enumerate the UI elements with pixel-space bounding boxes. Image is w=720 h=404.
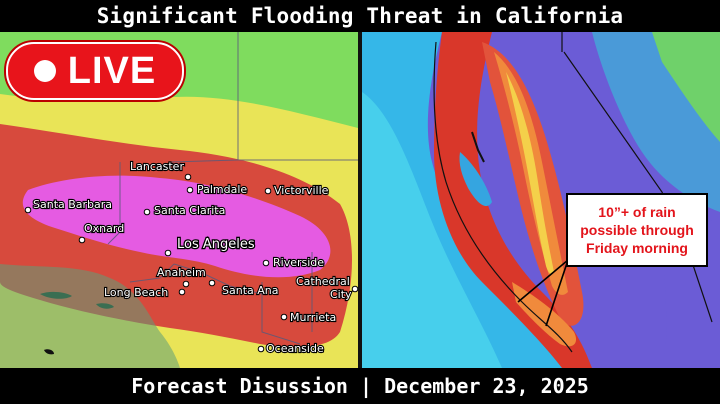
city-label-riverside: Riverside [273,256,324,269]
live-indicator-icon [33,60,56,82]
sierra-extreme-band [506,72,554,274]
bay-area [459,152,492,207]
callout-line-3: Friday morning [586,240,688,256]
rainfall-outlook-map [0,32,358,368]
county-lines [107,32,358,345]
river-line [471,131,485,163]
city-marker: Riverside [262,255,325,270]
city-label-santa-clarita: Santa Clarita [154,204,225,217]
city-marker: Los Angeles [164,236,256,257]
precip-map-graphic [362,32,720,368]
callout-pointer-line [545,259,569,327]
city-marker: Cathedral City [295,274,358,302]
city-dot [257,345,265,353]
island-shape [40,291,72,299]
city-dot [351,285,358,293]
socal-heavy-area [512,282,577,347]
east-green-area [652,32,720,142]
ocean-area [0,264,180,368]
city-label-oceanside: Oceanside [266,342,324,355]
city-dot [262,259,270,267]
city-label-lancaster: Lancaster [130,160,184,173]
city-dot [182,280,190,288]
city-label-victorville: Victorville [274,184,329,197]
ocean-precip-light [362,92,502,368]
city-marker: Palmdale [186,182,249,197]
city-marker: Santa Ana [208,279,280,298]
footer-bar: Forecast Disussion | December 23, 2025 [0,368,720,404]
city-dot [280,313,288,321]
city-dot [208,279,216,287]
city-label-murrieta: Murrieta [290,311,336,324]
high-risk-area [22,175,331,278]
callout-arrow-layer [517,259,569,327]
coastal-heavy-band [434,32,592,368]
city-dot [164,249,172,257]
city-label-los-angeles: Los Angeles [177,237,255,252]
live-badge: LIVE [6,42,184,100]
city-dot [186,186,194,194]
island-shape [44,349,54,355]
city-marker: Lancaster [129,159,192,181]
precipitation-forecast-map [362,32,720,368]
city-dot [184,173,192,181]
city-label-cathedral: Cathedral [296,275,350,288]
callout-line-1: 10”+ of rain [598,204,676,220]
city-dot [178,288,186,296]
city-marker: Long Beach [103,285,186,300]
island-shape [96,303,114,309]
live-label: LIVE [67,49,157,92]
city-marker: Victorville [264,183,330,198]
city-marker: Oxnard [78,221,125,244]
city-marker: Oceanside [257,341,325,356]
city-dot [264,187,272,195]
city-marker: Anaheim [156,265,207,288]
outlook-map-graphic [0,32,358,368]
city-label-long-beach: Long Beach [104,286,168,299]
city-marker: Murrieta [280,310,337,325]
city-dot [78,236,86,244]
city-label-city: City [330,288,352,301]
panel-divider [358,32,362,368]
header-bar: Significant Flooding Threat in Californi… [0,0,720,32]
callout-pointer-line [517,259,569,303]
city-label-oxnard: Oxnard [84,222,124,235]
city-dot [24,206,32,214]
city-dot [143,208,151,216]
footer-text: Forecast Disussion | December 23, 2025 [131,374,589,398]
city-label-santa-ana: Santa Ana [222,284,278,297]
city-marker: Santa Barbara [24,197,113,214]
city-label-palmdale: Palmdale [197,183,247,196]
callout-line-2: possible through [580,222,694,238]
rainfall-callout-box: 10”+ of rain possible through Friday mor… [566,193,708,267]
city-label-anaheim: Anaheim [157,266,206,279]
city-label-santa-barbara: Santa Barbara [33,198,112,211]
city-labels-layer: Lancaster Palmdale Victorville Santa Bar… [24,159,358,356]
video-title: Significant Flooding Threat in Californi… [96,4,624,28]
city-marker: Santa Clarita [143,203,226,218]
